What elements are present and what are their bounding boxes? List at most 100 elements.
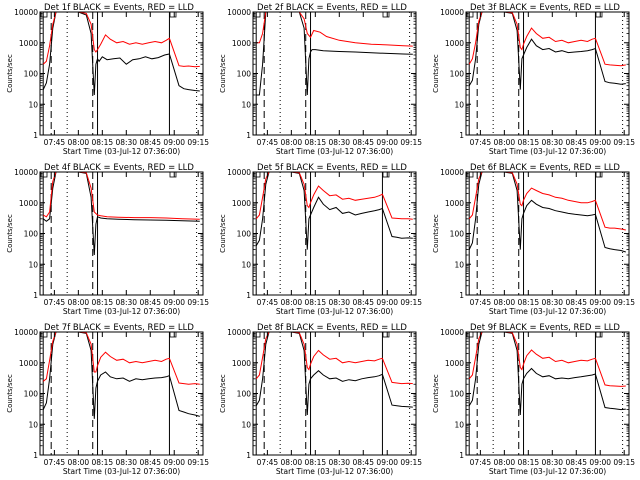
det-9-title: Det 9f BLACK = Events, RED = LLD: [470, 323, 620, 333]
det-9-ytick-label: 100: [450, 390, 465, 399]
det-4-xtick-label: 08:45: [139, 298, 161, 307]
det-4-title: Det 4f BLACK = Events, RED = LLD: [44, 163, 194, 173]
det-5-yaxis-label: Counts/sec: [219, 214, 227, 253]
det-4-corner-mark-right: [169, 171, 177, 178]
det-1-xtick-label: 08:30: [115, 138, 137, 147]
det-3-series-lld: [468, 12, 626, 67]
det-5-xtick-label: 09:00: [376, 298, 398, 307]
det-3-xaxis-label: Start Time (03-Jul-12 07:36:00): [489, 147, 606, 156]
det-7-xtick-label: 08:45: [139, 458, 161, 467]
det-1-ytick-label: 100: [24, 70, 39, 79]
det-6-corner-mark-right: [595, 171, 603, 178]
det-8-xtick-label: 09:15: [400, 458, 422, 467]
det-1-xtick-label: 09:00: [163, 138, 185, 147]
det-5-panel: Det 5f BLACK = Events, RED = LLD 1 10 100 10…: [219, 163, 422, 316]
det-3-ytick-label: 10000: [440, 8, 464, 17]
det-3-xtick-label: 08:15: [518, 138, 540, 147]
det-5-ytick-label: 1: [246, 291, 251, 300]
det-6-xtick-label: 08:00: [494, 298, 516, 307]
det-5-series-events: [255, 172, 413, 250]
det-9-xtick-label: 08:15: [518, 458, 540, 467]
det-9-xtick-label: 08:45: [565, 458, 587, 467]
det-3-ytick-label: 10: [454, 100, 464, 109]
det-1-corner-mark-right: [169, 11, 177, 18]
det-4-ytick-label: 1: [33, 291, 38, 300]
det-6-xtick-label: 08:45: [565, 298, 587, 307]
det-8-ytick-label: 1: [246, 451, 251, 460]
det-2-ytick-label: 1000: [232, 39, 251, 48]
det-9-ytick-label: 1000: [445, 359, 464, 368]
det-2-panel: Det 2f BLACK = Events, RED = LLD 1 10 100 10…: [219, 3, 422, 156]
det-7-ytick-label: 1000: [19, 359, 38, 368]
det-2-xtick-label: 08:00: [281, 138, 303, 147]
det-2-xtick-label: 08:15: [305, 138, 327, 147]
det-4-series-events: [42, 172, 200, 256]
det-8-series-events: [255, 332, 413, 416]
det-7-ytick-label: 1: [33, 451, 38, 460]
det-6-ytick-label: 100: [450, 230, 465, 239]
det-2-ytick-label: 10000: [227, 8, 251, 17]
det-4-ytick-label: 10000: [14, 168, 38, 177]
det-8-xtick-label: 07:45: [257, 458, 279, 467]
det-9-corner-mark-right: [595, 331, 603, 338]
det-4-yaxis-label: Counts/sec: [6, 214, 14, 253]
det-8-title: Det 8f BLACK = Events, RED = LLD: [257, 323, 407, 333]
det-4-ytick-label: 10: [28, 260, 38, 269]
det-2-xtick-label: 07:45: [257, 138, 279, 147]
det-3-panel: Det 3f BLACK = Events, RED = LLD 1 10 100 10…: [432, 3, 635, 156]
det-7-xtick-label: 09:00: [163, 458, 185, 467]
det-7-xtick-label: 09:15: [187, 458, 209, 467]
det-5-xtick-label: 09:15: [400, 298, 422, 307]
det-1-series-lld: [42, 12, 200, 68]
det-8-yaxis-label: Counts/sec: [219, 374, 227, 413]
det-3-series-events: [468, 12, 626, 90]
det-3-xtick-label: 09:00: [589, 138, 611, 147]
det-2-xtick-label: 09:00: [376, 138, 398, 147]
det-6-ytick-label: 10: [454, 260, 464, 269]
det-2-xaxis-label: Start Time (03-Jul-12 07:36:00): [276, 147, 393, 156]
det-5-ytick-label: 1000: [232, 199, 251, 208]
det-1-xtick-label: 08:45: [139, 138, 161, 147]
det-4-xtick-label: 08:00: [68, 298, 90, 307]
det-4-xtick-label: 08:15: [92, 298, 114, 307]
det-9-xaxis-label: Start Time (03-Jul-12 07:36:00): [489, 467, 606, 476]
det-7-series-lld: [42, 332, 200, 385]
det-3-xtick-label: 07:45: [470, 138, 492, 147]
det-5-xtick-label: 07:45: [257, 298, 279, 307]
det-3-ytick-label: 1: [459, 131, 464, 140]
det-8-ytick-label: 1000: [232, 359, 251, 368]
det-3-ytick-label: 100: [450, 70, 465, 79]
det-7-xtick-label: 07:45: [44, 458, 66, 467]
det-2-xtick-label: 08:30: [328, 138, 350, 147]
det-7-corner-mark-right: [169, 331, 177, 338]
det-6-series-lld: [468, 172, 626, 231]
det-5-xtick-label: 08:45: [352, 298, 374, 307]
det-5-ytick-label: 100: [237, 230, 252, 239]
det-9-series-lld: [468, 332, 626, 387]
det-4-xtick-label: 08:30: [115, 298, 137, 307]
det-2-series-events: [256, 12, 413, 96]
det-1-yaxis-label: Counts/sec: [6, 54, 14, 93]
det-3-xtick-label: 09:15: [613, 138, 635, 147]
det-8-ytick-label: 100: [237, 390, 252, 399]
det-7-ytick-label: 10000: [14, 328, 38, 337]
det-9-panel: Det 9f BLACK = Events, RED = LLD 1 10 100 10…: [432, 323, 635, 476]
det-9-xtick-label: 09:00: [589, 458, 611, 467]
det-5-series-lld: [255, 172, 413, 220]
det-2-ytick-label: 1: [246, 131, 251, 140]
det-6-ytick-label: 10000: [440, 168, 464, 177]
det-8-xtick-label: 08:15: [305, 458, 327, 467]
det-5-xaxis-label: Start Time (03-Jul-12 07:36:00): [276, 307, 393, 316]
det-9-series-events: [468, 332, 626, 416]
det-5-xtick-label: 08:30: [328, 298, 350, 307]
det-6-ytick-label: 1000: [445, 199, 464, 208]
det-2-title: Det 2f BLACK = Events, RED = LLD: [257, 3, 407, 13]
det-8-xtick-label: 08:30: [328, 458, 350, 467]
det-6-xtick-label: 08:15: [518, 298, 540, 307]
det-1-series-events: [42, 12, 200, 96]
det-4-series-lld: [42, 172, 200, 220]
det-1-xtick-label: 09:15: [187, 138, 209, 147]
det-7-panel: Det 7f BLACK = Events, RED = LLD 1 10 100 10…: [6, 323, 209, 476]
det-6-panel: Det 6f BLACK = Events, RED = LLD 1 10 100 10…: [432, 163, 635, 316]
